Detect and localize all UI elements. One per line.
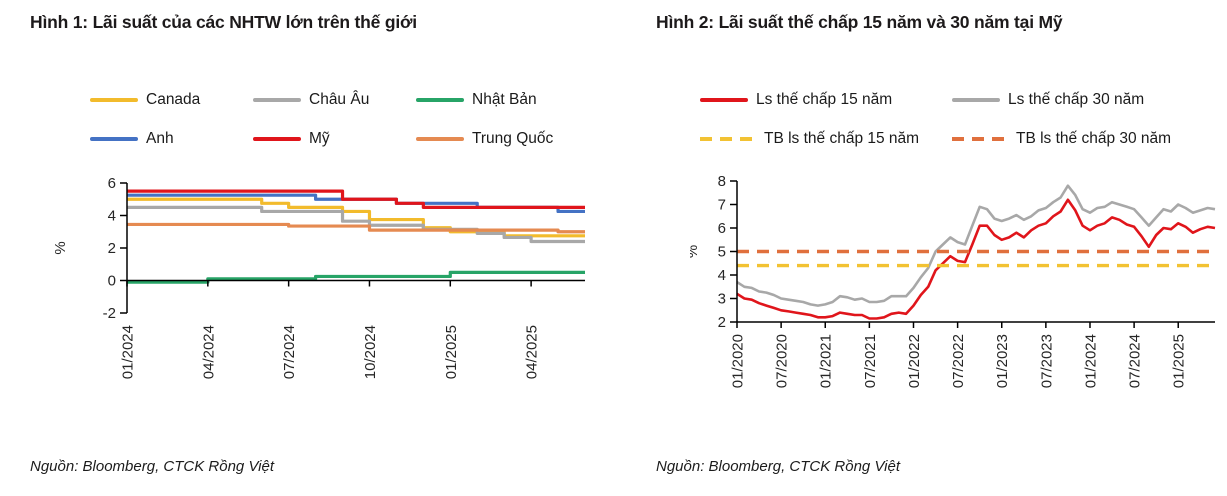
legend-item: TB ls thế chấp 15 năm: [700, 129, 952, 149]
figure-2-legend: Ls thế chấp 15 năm Ls thế chấp 30 năm TB l…: [700, 90, 1204, 149]
dashed-line-swatch-icon: [700, 137, 756, 141]
series-line: [127, 193, 585, 214]
y-tick-label: 8: [718, 173, 726, 190]
x-tick-label: 07/2023: [1038, 334, 1055, 388]
x-tick-label: 07/2020: [774, 334, 791, 388]
series-line: [127, 189, 585, 209]
legend-item: Canada: [90, 90, 253, 110]
x-tick-label: 01/2024: [1082, 334, 1099, 388]
line-swatch-icon: [253, 137, 301, 141]
line-swatch-icon: [90, 98, 138, 102]
y-tick-label: 6: [718, 220, 726, 237]
legend-item: Mỹ: [253, 129, 416, 149]
legend-item: Nhật Bản: [416, 90, 579, 110]
y-tick-label: 3: [718, 291, 726, 308]
y-tick-label: 0: [108, 273, 116, 290]
y-tick-label: 6: [108, 175, 116, 192]
legend-label: Châu Âu: [309, 91, 370, 108]
x-tick-label: 01/2022: [906, 334, 923, 388]
line-swatch-icon: [416, 137, 464, 141]
legend-item: Châu Âu: [253, 90, 416, 110]
series-line: [127, 197, 585, 238]
figure-1-title: Hình 1: Lãi suất của các NHTW lớn trên t…: [30, 12, 417, 32]
legend-item: TB ls thế chấp 30 năm: [952, 129, 1204, 149]
figure-2-chart: 8 7 6 5 4 3 201/2020 07/2020 01/2021 07/2021 01/20…: [690, 173, 1216, 388]
legend-label: Anh: [146, 130, 174, 147]
figure-2-title: Hình 2: Lãi suất thế chấp 15 năm và 30 n…: [656, 12, 1063, 32]
line-swatch-icon: [416, 98, 464, 102]
x-tick-label: 04/2024: [200, 325, 217, 379]
x-tick-label: 01/2024: [120, 325, 137, 379]
series-line: [736, 198, 1216, 320]
line-swatch-icon: [952, 98, 1000, 102]
x-tick-label: 10/2024: [362, 325, 379, 379]
y-tick-label: 4: [718, 267, 726, 284]
x-tick-label: 01/2021: [818, 334, 835, 388]
x-tick-label: 04/2025: [524, 325, 541, 379]
y-axis-title: %: [690, 245, 701, 258]
y-tick-label: -2: [103, 305, 116, 322]
legend-label: Ls thế chấp 15 năm: [756, 91, 893, 108]
legend-label: Ls thế chấp 30 năm: [1008, 91, 1145, 108]
x-tick-label: 01/2025: [443, 325, 460, 379]
line-swatch-icon: [253, 98, 301, 102]
y-tick-label: 2: [108, 240, 116, 257]
line-swatch-icon: [90, 137, 138, 141]
series-line: [736, 184, 1216, 307]
legend-label: Trung Quốc: [472, 130, 554, 147]
legend-item: Trung Quốc: [416, 129, 579, 149]
y-tick-label: 5: [718, 244, 726, 261]
legend-item: Ls thế chấp 15 năm: [700, 90, 952, 110]
x-tick-label: 07/2022: [950, 334, 967, 388]
legend-label: TB ls thế chấp 15 năm: [764, 130, 920, 147]
legend-label: TB ls thế chấp 30 năm: [1016, 130, 1172, 147]
x-tick-label: 07/2024: [1127, 334, 1144, 388]
figure-1-chart: 6 4 2 0 -201/2024 04/2024 07/2024 10/2024 01/202…: [52, 175, 585, 379]
x-tick-label: 01/2025: [1171, 334, 1188, 388]
dashed-line-swatch-icon: [952, 137, 1008, 141]
series-line: [127, 222, 585, 234]
y-axis-title: %: [52, 241, 69, 254]
y-tick-label: 7: [718, 197, 726, 214]
y-tick-label: 4: [108, 208, 116, 225]
figure-2-source: Nguồn: Bloomberg, CTCK Rồng Việt: [656, 458, 901, 475]
legend-label: Mỹ: [309, 130, 330, 147]
legend-item: Anh: [90, 129, 253, 149]
x-tick-label: 07/2021: [862, 334, 879, 388]
legend-label: Canada: [146, 91, 201, 108]
line-swatch-icon: [700, 98, 748, 102]
figure-1-legend: Canada Châu Âu Nhật Bản Anh Mỹ Trung Quốc: [90, 90, 579, 149]
legend-label: Nhật Bản: [472, 91, 537, 108]
x-tick-label: 01/2020: [730, 334, 747, 388]
y-tick-label: 2: [718, 314, 726, 331]
legend-item: Ls thế chấp 30 năm: [952, 90, 1204, 110]
figure-1-source: Nguồn: Bloomberg, CTCK Rồng Việt: [30, 458, 275, 475]
x-tick-label: 07/2024: [281, 325, 298, 379]
x-tick-label: 01/2023: [994, 334, 1011, 388]
